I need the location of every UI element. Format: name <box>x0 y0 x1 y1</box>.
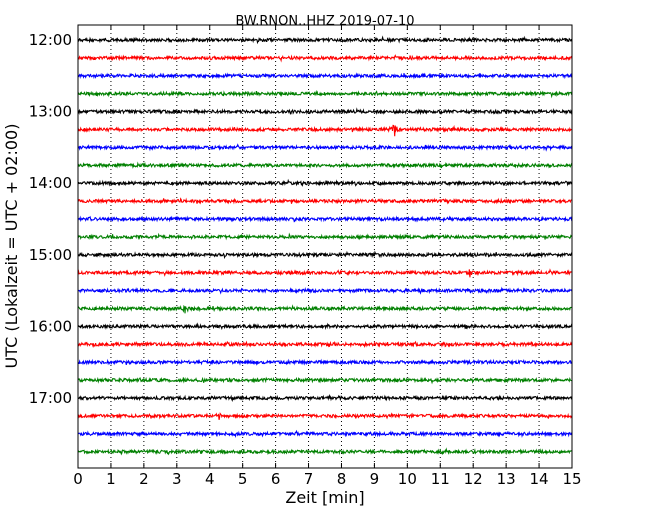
x-tick-label-3: 3 <box>172 470 182 488</box>
x-tick-label-10: 10 <box>398 470 417 488</box>
y-tick-label-2: 14:00 <box>29 174 72 192</box>
y-axis: 12:00 13:00 14:00 15:00 16:00 17:00 <box>29 31 83 407</box>
x-tick-label-9: 9 <box>370 470 380 488</box>
trace-1215 <box>77 54 573 63</box>
x-tick-label-6: 6 <box>271 470 281 488</box>
y-tick-label-5: 17:00 <box>29 389 72 407</box>
x-tick-label-11: 11 <box>431 470 450 488</box>
trace-1700 <box>77 393 573 403</box>
x-tick-label-5: 5 <box>238 470 248 488</box>
trace-1645 <box>77 376 573 385</box>
trace-1345 <box>77 161 573 169</box>
x-tick-label-1: 1 <box>106 470 116 488</box>
x-tick-label-7: 7 <box>304 470 314 488</box>
trace-1730 <box>77 429 573 439</box>
trace-1300 <box>77 107 573 116</box>
trace-1500 <box>77 250 573 260</box>
x-tick-label-0: 0 <box>73 470 83 488</box>
x-axis: 0 1 2 3 4 5 6 7 8 9 10 11 12 13 14 15 <box>73 25 582 488</box>
y-axis-label: UTC (Lokalzeit = UTC + 02:00) <box>2 124 21 369</box>
y-tick-label-3: 15:00 <box>29 246 72 264</box>
trace-1715 <box>77 412 573 420</box>
trace-1630 <box>77 358 573 366</box>
trace-1530 <box>77 286 573 295</box>
grid-lines <box>110 25 540 468</box>
trace-1230 <box>77 72 573 80</box>
trace-1400 <box>77 178 573 188</box>
trace-1200 <box>77 35 573 45</box>
trace-1615 <box>77 340 572 349</box>
x-tick-label-8: 8 <box>337 470 347 488</box>
trace-1430 <box>77 215 573 223</box>
trace-1245 <box>77 89 573 99</box>
x-axis-label: Zeit [min] <box>285 488 364 507</box>
x-tick-label-15: 15 <box>562 470 581 488</box>
y-tick-label-0: 12:00 <box>29 31 72 49</box>
y-tick-label-1: 13:00 <box>29 103 72 121</box>
x-tick-label-14: 14 <box>530 470 549 488</box>
trace-1330 <box>77 143 573 152</box>
trace-1545 <box>77 304 573 314</box>
x-tick-label-2: 2 <box>139 470 149 488</box>
trace-1745 <box>77 447 573 456</box>
plot-frame <box>77 24 573 469</box>
chart-title: BW.RNON..HHZ 2019-07-10 <box>235 14 414 29</box>
trace-1415 <box>77 197 573 205</box>
seismic-traces <box>77 35 573 456</box>
x-tick-label-13: 13 <box>497 470 516 488</box>
trace-1315 <box>77 124 573 137</box>
x-tick-label-12: 12 <box>464 470 483 488</box>
trace-1600 <box>77 322 573 331</box>
trace-1445 <box>77 232 573 241</box>
trace-1515 <box>77 268 573 278</box>
x-tick-label-4: 4 <box>205 470 215 488</box>
y-tick-label-4: 16:00 <box>29 317 72 335</box>
